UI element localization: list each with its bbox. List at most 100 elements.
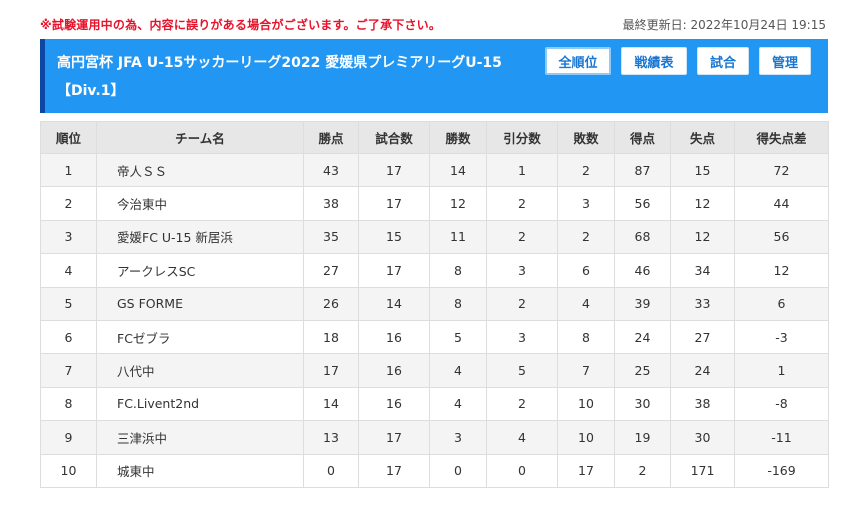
cell-wins: 5 <box>429 319 487 355</box>
cell-goals-for: 25 <box>614 353 671 388</box>
cell-losses: 10 <box>557 420 615 455</box>
cell-played: 17 <box>358 253 430 288</box>
cell-losses: 7 <box>557 353 615 388</box>
cell-team: GS FORME <box>96 286 304 321</box>
cell-points: 38 <box>303 186 359 221</box>
cell-goal-diff: 1 <box>734 353 829 388</box>
cell-team: 八代中 <box>96 353 304 388</box>
column-header-played: 試合数 <box>358 121 430 154</box>
column-header-losses: 敗数 <box>557 121 615 154</box>
cell-played: 16 <box>358 353 430 388</box>
record-table-button[interactable]: 戦績表 <box>621 47 687 75</box>
cell-draws: 2 <box>486 186 558 221</box>
cell-goal-diff: 12 <box>734 253 829 288</box>
cell-goal-diff: 44 <box>734 186 829 221</box>
cell-wins: 8 <box>429 286 487 321</box>
cell-played: 16 <box>358 319 430 355</box>
cell-losses: 2 <box>557 219 615 255</box>
cell-goals-for: 68 <box>614 219 671 255</box>
cell-goals-against: 27 <box>670 319 735 355</box>
cell-losses: 2 <box>557 152 615 188</box>
cell-goals-for: 87 <box>614 152 671 188</box>
cell-wins: 12 <box>429 186 487 221</box>
cell-losses: 8 <box>557 319 615 355</box>
cell-points: 18 <box>303 319 359 355</box>
cell-points: 13 <box>303 420 359 455</box>
cell-goals-for: 30 <box>614 386 671 422</box>
cell-goals-against: 24 <box>670 353 735 388</box>
cell-team: 愛媛FC U-15 新居浜 <box>96 219 304 255</box>
league-title: 高円宮杯 JFA U-15サッカーリーグ2022 愛媛県プレミアリーグU-15 … <box>57 55 502 99</box>
cell-played: 16 <box>358 386 430 422</box>
cell-team: FCゼブラ <box>96 319 304 355</box>
cell-rank: 8 <box>40 386 97 422</box>
cell-points: 14 <box>303 386 359 422</box>
cell-rank: 1 <box>40 152 97 188</box>
cell-rank: 3 <box>40 219 97 255</box>
all-ranking-button[interactable]: 全順位 <box>545 47 611 75</box>
cell-points: 43 <box>303 152 359 188</box>
cell-rank: 6 <box>40 319 97 355</box>
column-header-goals-for: 得点 <box>614 121 671 154</box>
cell-goal-diff: -11 <box>734 420 829 455</box>
cell-goals-for: 56 <box>614 186 671 221</box>
table-row: 8 FC.Livent2nd 14 16 4 2 10 30 38 -8 <box>40 386 829 422</box>
table-row: 1 帝人ＳＳ 43 17 14 1 2 87 15 72 <box>40 152 829 188</box>
column-header-wins: 勝数 <box>429 121 487 154</box>
cell-goals-for: 24 <box>614 319 671 355</box>
cell-wins: 0 <box>429 453 487 488</box>
table-row: 7 八代中 17 16 4 5 7 25 24 1 <box>40 353 829 388</box>
cell-draws: 2 <box>486 386 558 422</box>
cell-rank: 5 <box>40 286 97 321</box>
cell-goals-against: 33 <box>670 286 735 321</box>
column-header-goals-against: 失点 <box>670 121 735 154</box>
top-bar: ※試験運用中の為、内容に誤りがある場合がございます。ご了承下さい。 最終更新日:… <box>40 14 826 34</box>
cell-goals-against: 12 <box>670 219 735 255</box>
table-row: 10 城東中 0 17 0 0 17 2 171 -169 <box>40 453 829 488</box>
cell-played: 15 <box>358 219 430 255</box>
cell-goals-for: 2 <box>614 453 671 488</box>
table-row: 9 三津浜中 13 17 3 4 10 19 30 -11 <box>40 420 829 455</box>
cell-team: 帝人ＳＳ <box>96 152 304 188</box>
column-header-goal-diff: 得失点差 <box>734 121 829 154</box>
cell-goals-against: 12 <box>670 186 735 221</box>
cell-played: 14 <box>358 286 430 321</box>
cell-rank: 2 <box>40 186 97 221</box>
cell-rank: 9 <box>40 420 97 455</box>
table-row: 5 GS FORME 26 14 8 2 4 39 33 6 <box>40 286 829 321</box>
cell-team: FC.Livent2nd <box>96 386 304 422</box>
cell-points: 26 <box>303 286 359 321</box>
cell-wins: 3 <box>429 420 487 455</box>
cell-wins: 8 <box>429 253 487 288</box>
cell-team: 今治東中 <box>96 186 304 221</box>
cell-team: 三津浜中 <box>96 420 304 455</box>
cell-goal-diff: 72 <box>734 152 829 188</box>
table-header-row: 順位 チーム名 勝点 試合数 勝数 引分数 敗数 得点 失点 得失点差 <box>40 121 829 154</box>
cell-points: 17 <box>303 353 359 388</box>
table-body: 1 帝人ＳＳ 43 17 14 1 2 87 15 72 2 今治東中 38 17 12 2 3 56 12 44 3 愛… <box>40 152 829 488</box>
league-header: 高円宮杯 JFA U-15サッカーリーグ2022 愛媛県プレミアリーグU-15 … <box>40 39 828 113</box>
column-header-rank: 順位 <box>40 121 97 154</box>
cell-losses: 10 <box>557 386 615 422</box>
admin-button[interactable]: 管理 <box>759 47 811 75</box>
cell-draws: 5 <box>486 353 558 388</box>
cell-rank: 10 <box>40 453 97 488</box>
cell-draws: 0 <box>486 453 558 488</box>
cell-rank: 4 <box>40 253 97 288</box>
cell-goals-for: 39 <box>614 286 671 321</box>
cell-goals-against: 34 <box>670 253 735 288</box>
cell-losses: 17 <box>557 453 615 488</box>
table-row: 6 FCゼブラ 18 16 5 3 8 24 27 -3 <box>40 319 829 355</box>
cell-draws: 3 <box>486 319 558 355</box>
cell-goals-against: 15 <box>670 152 735 188</box>
cell-goals-for: 19 <box>614 420 671 455</box>
cell-losses: 3 <box>557 186 615 221</box>
cell-losses: 4 <box>557 286 615 321</box>
match-button[interactable]: 試合 <box>697 47 749 75</box>
cell-draws: 2 <box>486 219 558 255</box>
cell-goals-for: 46 <box>614 253 671 288</box>
cell-draws: 4 <box>486 420 558 455</box>
cell-played: 17 <box>358 420 430 455</box>
cell-played: 17 <box>358 453 430 488</box>
last-updated: 最終更新日: 2022年10月24日 19:15 <box>622 18 826 32</box>
